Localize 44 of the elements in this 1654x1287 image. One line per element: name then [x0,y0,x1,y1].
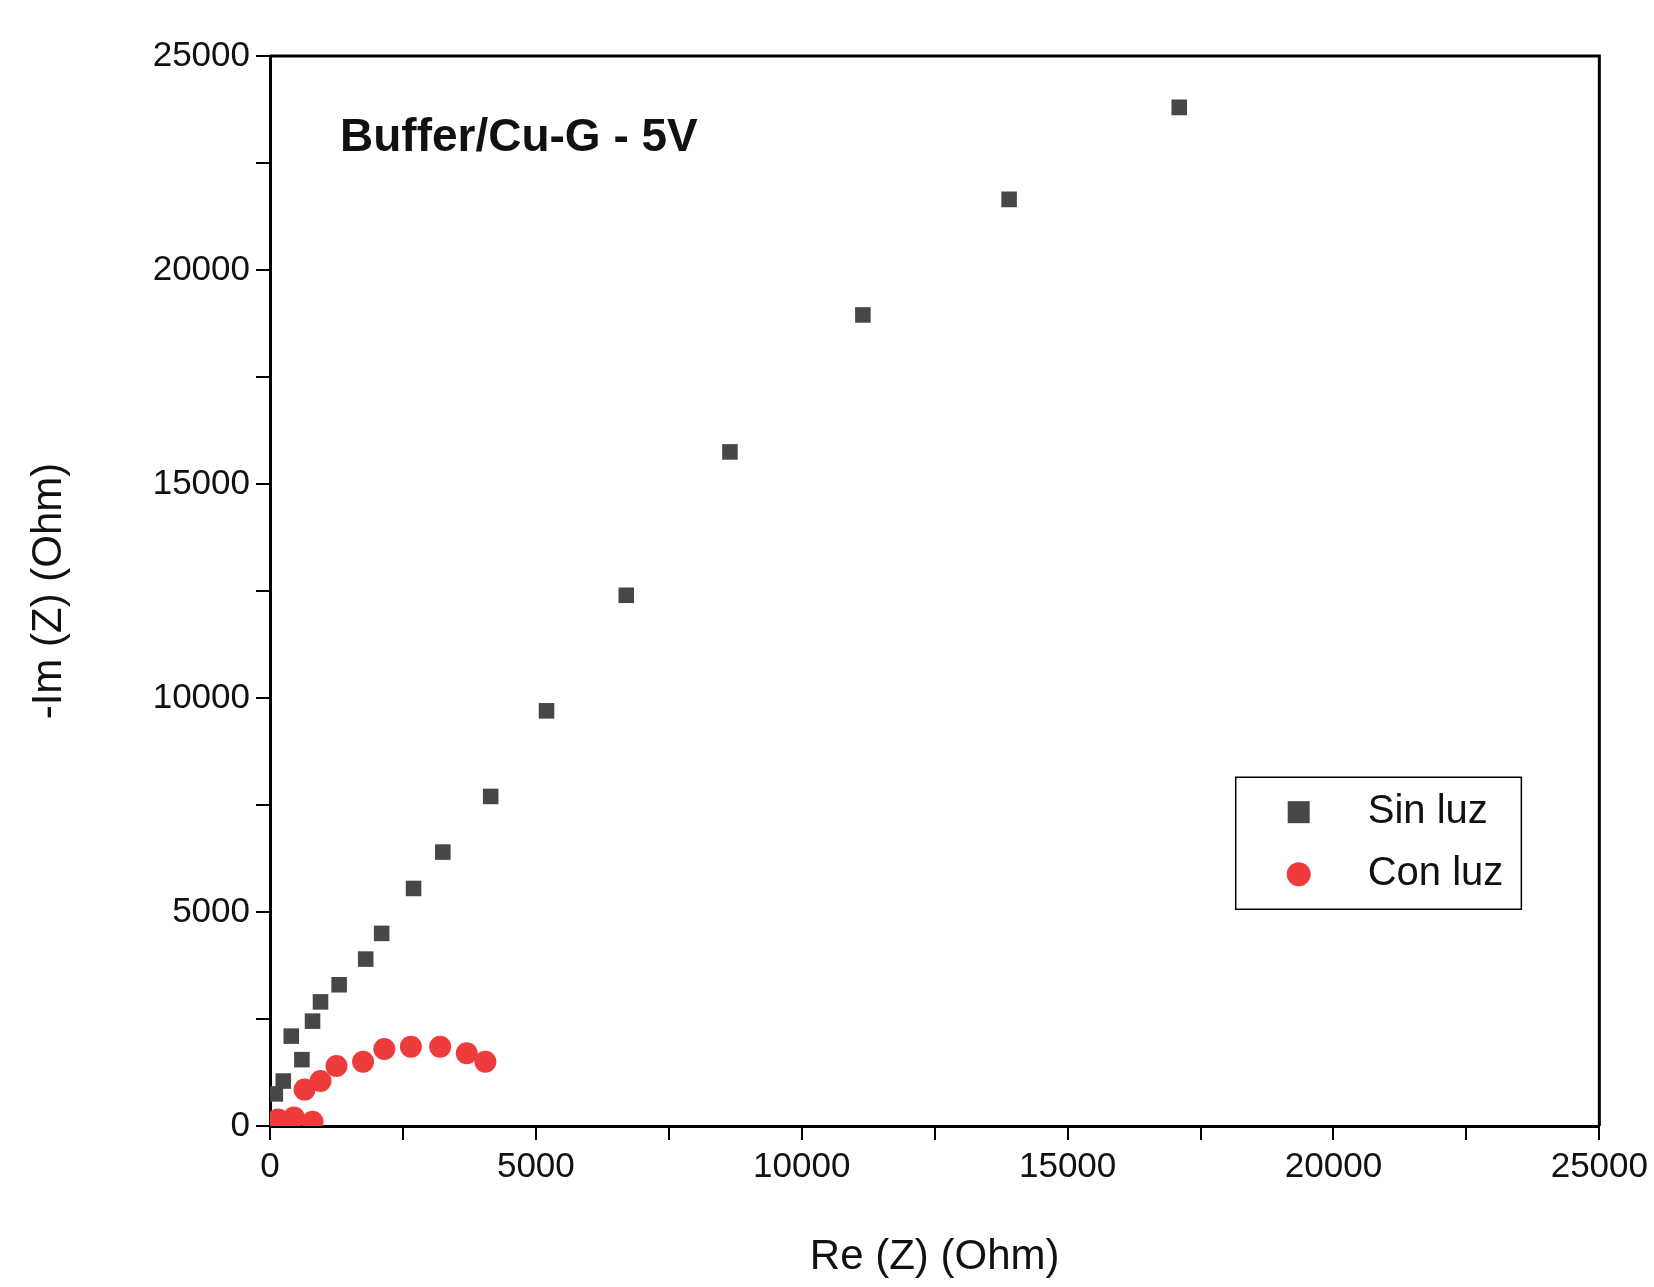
point [405,880,422,897]
text: Buffer/Cu-G - 5V [340,108,699,161]
point [294,1051,310,1068]
point [282,1106,305,1126]
point [357,951,374,967]
point [352,1050,375,1073]
point [538,703,555,719]
point [312,994,329,1010]
point [722,444,738,460]
legend-label: Con luz [1367,849,1504,894]
y-tick-label: 15000 [152,461,250,501]
point [325,1055,348,1078]
point [455,1042,478,1065]
point [429,1035,452,1058]
x-tick-label: 0 [260,1144,280,1184]
point [399,1035,422,1058]
point [309,1070,332,1093]
point [1001,191,1017,208]
point [283,1028,300,1044]
y-axis-title: -Im (Z) (Ohm) [22,462,70,720]
x-tick-label: 25000 [1550,1144,1648,1184]
point [618,587,635,604]
y-tick-label: 10000 [152,675,250,715]
x-tick-label: 5000 [496,1144,575,1184]
point [293,1078,316,1101]
point [373,925,390,942]
point [304,1013,321,1029]
y-tick-label: 5000 [172,889,250,929]
x-tick-label: 20000 [1284,1144,1383,1184]
point [373,1037,396,1060]
x-axis-title: Re (Z) (Ohm) [809,1231,1060,1279]
legend-label: Sin luz [1367,787,1488,832]
x-tick-label: 10000 [753,1144,851,1184]
point [482,788,499,805]
point [275,1073,292,1089]
point [331,976,347,993]
y-tick-label: 25000 [152,33,250,73]
y-tick-label: 0 [230,1103,250,1143]
x-tick-label: 15000 [1018,1144,1117,1184]
point [1171,99,1188,116]
point [474,1050,497,1073]
point [435,844,451,860]
y-tick-label: 20000 [152,247,250,287]
point [855,307,871,323]
